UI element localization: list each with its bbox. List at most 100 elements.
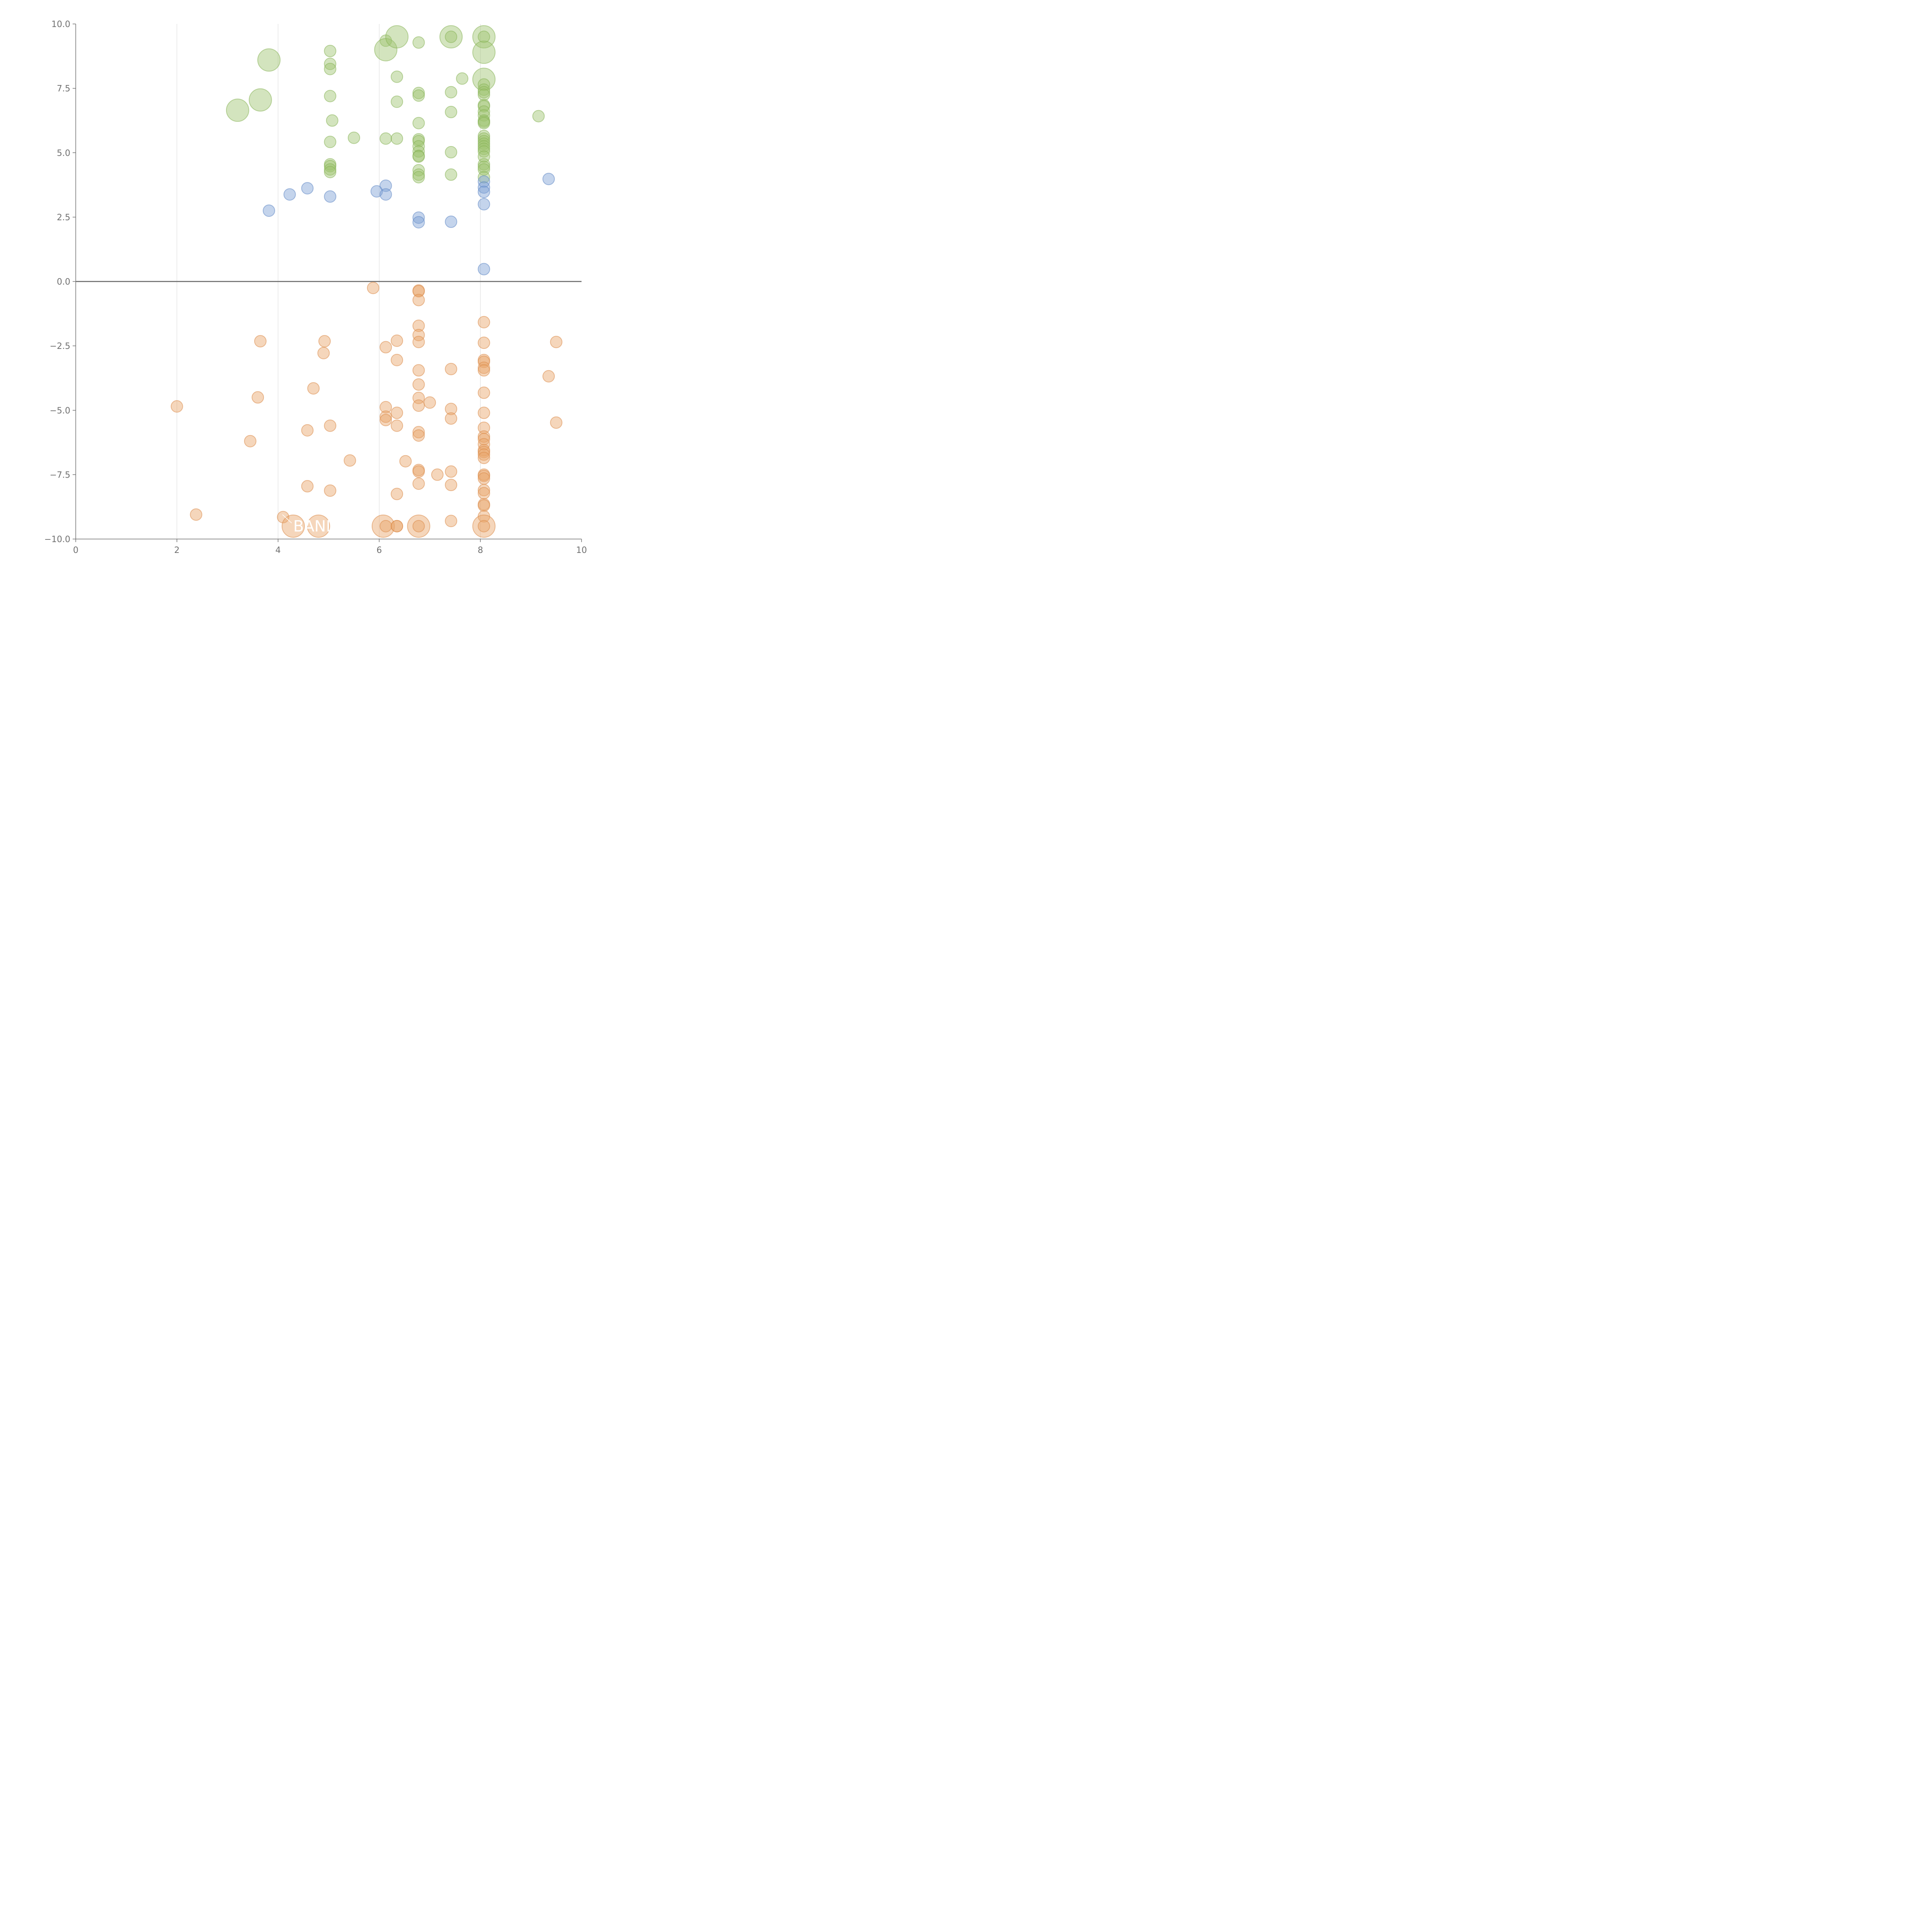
x-tick-label: 4 <box>276 546 281 555</box>
orange-data-point <box>478 520 490 532</box>
orange-data-point <box>307 382 320 395</box>
orange-data-point <box>391 419 403 432</box>
x-tick-label: 8 <box>478 546 483 555</box>
orange-data-point <box>317 347 330 359</box>
y-tick-label: −2.5 <box>50 342 70 351</box>
green-data-point <box>324 63 337 75</box>
green-data-point <box>324 166 337 179</box>
orange-data-point <box>412 465 425 478</box>
orange-data-point <box>391 520 403 532</box>
green-data-point <box>412 117 425 129</box>
green-data-point <box>257 48 281 72</box>
orange-data-point <box>412 364 425 377</box>
green-data-point <box>412 145 425 158</box>
y-tick-label: 2.5 <box>57 213 70 223</box>
green-data-point <box>478 117 490 129</box>
orange-data-point <box>478 316 490 328</box>
blue-data-point <box>445 215 457 228</box>
green-data-point <box>326 114 338 127</box>
green-data-point <box>445 168 457 181</box>
orange-data-point <box>412 320 425 332</box>
y-tick-label: −5.0 <box>50 406 70 416</box>
blue-data-point <box>370 185 383 198</box>
orange-data-point <box>307 514 330 538</box>
orange-data-point <box>277 511 289 524</box>
orange-data-point <box>379 341 392 354</box>
blue-data-point <box>263 204 275 217</box>
orange-data-point <box>412 378 425 391</box>
green-data-point <box>478 100 490 113</box>
green-data-point <box>412 36 425 49</box>
orange-data-point <box>324 419 337 432</box>
orange-data-point <box>301 424 314 437</box>
y-tick-label: 0.0 <box>57 277 70 287</box>
orange-data-point <box>478 406 490 419</box>
orange-data-point <box>478 452 490 464</box>
orange-data-point <box>542 370 555 383</box>
orange-data-point <box>391 406 403 419</box>
green-data-point <box>445 86 457 99</box>
green-data-point <box>412 150 425 163</box>
orange-data-point <box>412 520 425 532</box>
orange-data-point <box>412 477 425 490</box>
orange-data-point <box>412 285 425 298</box>
green-data-point <box>439 25 463 49</box>
green-data-point <box>385 25 409 49</box>
green-data-point <box>412 87 425 99</box>
green-data-point <box>445 146 457 158</box>
green-data-point <box>445 31 457 43</box>
green-data-point <box>472 41 496 64</box>
y-tick-label: 5.0 <box>57 148 70 158</box>
orange-data-point <box>324 484 337 497</box>
orange-data-point <box>445 403 457 415</box>
x-tick-label: 0 <box>73 546 78 555</box>
green-data-point <box>478 160 490 173</box>
blue-data-point <box>478 263 490 276</box>
green-data-point <box>226 99 249 122</box>
orange-data-point <box>478 337 490 349</box>
green-data-point <box>532 110 545 122</box>
green-data-point <box>324 136 337 148</box>
blue-data-point <box>478 181 490 194</box>
blue-data-point <box>542 173 555 185</box>
blue-data-point <box>301 182 314 195</box>
orange-data-point <box>423 396 436 409</box>
green-data-point <box>478 145 490 158</box>
orange-data-point <box>445 363 457 376</box>
orange-data-point <box>379 410 392 423</box>
green-data-point <box>391 95 403 108</box>
orange-data-point <box>478 469 490 482</box>
orange-data-point <box>478 472 490 485</box>
orange-data-point <box>550 336 563 349</box>
blue-data-point <box>379 179 392 192</box>
orange-data-point <box>445 515 457 527</box>
y-tick-label: −7.5 <box>50 470 70 480</box>
green-data-point <box>478 88 490 101</box>
blue-data-point <box>478 185 490 198</box>
orange-data-point <box>344 454 356 467</box>
orange-data-point <box>407 514 430 538</box>
orange-data-point <box>445 465 457 478</box>
x-tick-label: 6 <box>376 546 382 555</box>
blue-data-point <box>379 188 392 201</box>
orange-data-point <box>412 399 425 412</box>
annotation-label: BAND <box>293 518 338 536</box>
y-tick-label: 10.0 <box>51 20 70 29</box>
orange-data-point <box>478 487 490 500</box>
orange-data-point <box>367 282 379 294</box>
orange-data-point <box>412 336 425 349</box>
orange-data-point <box>478 499 490 512</box>
scatter-chart: 0 2 4 6 8 10 10.0 7.5 5.0 2.5 0.0 −2.5 −5.0 −7.5 −10.… <box>44 20 587 555</box>
green-data-point <box>391 132 403 145</box>
orange-data-point <box>478 448 490 461</box>
blue-data-point <box>478 198 490 211</box>
green-data-point <box>412 89 425 102</box>
orange-data-point <box>391 354 403 366</box>
orange-data-point <box>478 433 490 446</box>
orange-data-point <box>431 468 444 481</box>
green-data-point <box>412 135 425 148</box>
green-data-point <box>445 105 457 118</box>
green-data-point <box>412 164 425 177</box>
orange-data-point <box>550 416 563 429</box>
green-data-point <box>412 140 425 153</box>
